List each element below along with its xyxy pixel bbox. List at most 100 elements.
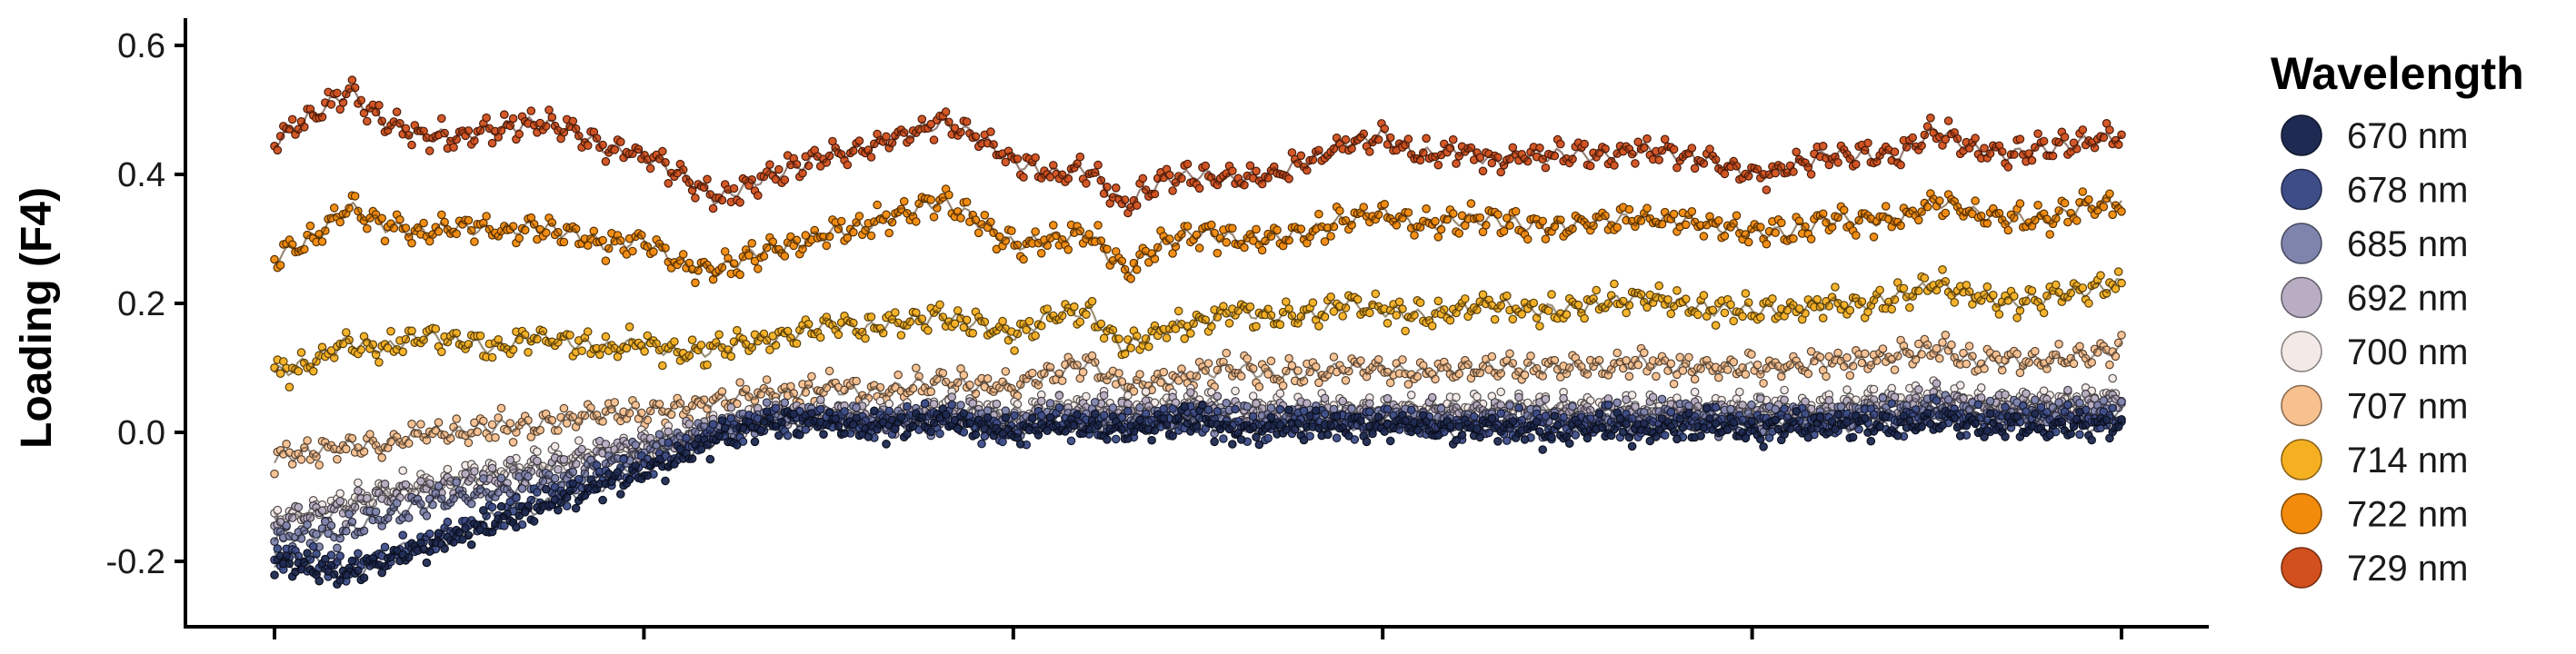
- data-point: [1063, 244, 1073, 254]
- data-point: [392, 107, 402, 116]
- data-point: [1818, 142, 1828, 151]
- data-point: [1612, 398, 1622, 408]
- data-point: [678, 250, 688, 259]
- data-point: [1243, 354, 1252, 363]
- data-point: [1401, 326, 1410, 336]
- data-point: [1514, 403, 1523, 412]
- data-point: [986, 127, 995, 136]
- data-point: [347, 75, 357, 84]
- data-point: [386, 326, 395, 336]
- data-point: [762, 375, 772, 384]
- data-point: [1031, 331, 1040, 341]
- data-point: [1559, 393, 1568, 403]
- data-point: [443, 517, 453, 527]
- data-point: [1818, 313, 1828, 322]
- data-point: [884, 406, 894, 416]
- data-point: [562, 419, 572, 428]
- data-point: [354, 478, 363, 488]
- data-point: [983, 373, 993, 383]
- data-point: [2039, 308, 2049, 318]
- data-point: [1905, 302, 1914, 312]
- data-point: [1642, 203, 1652, 213]
- data-point: [926, 119, 935, 129]
- data-point: [1433, 160, 1443, 170]
- data-point: [1633, 137, 1642, 147]
- data-point: [1768, 293, 1777, 303]
- data-point: [1186, 388, 1195, 397]
- data-point: [320, 554, 330, 564]
- data-point: [270, 570, 279, 580]
- data-point: [1213, 406, 1223, 416]
- data-point: [924, 325, 933, 335]
- data-point: [1257, 245, 1267, 255]
- data-point: [947, 392, 956, 401]
- data-point: [2117, 207, 2126, 216]
- data-point: [533, 488, 542, 497]
- data-point: [2072, 216, 2082, 225]
- data-point: [1950, 298, 1959, 307]
- data-point: [1610, 161, 1619, 170]
- data-point: [896, 331, 906, 340]
- data-point: [1684, 352, 1693, 362]
- data-point: [1806, 170, 1816, 179]
- data-point: [1735, 387, 1744, 397]
- data-point: [2099, 396, 2109, 405]
- data-point: [1433, 296, 1443, 306]
- data-point: [1869, 232, 1879, 242]
- data-point: [1228, 223, 1237, 233]
- data-point: [1980, 144, 1989, 153]
- data-point: [1359, 203, 1368, 212]
- data-point: [929, 400, 939, 409]
- data-point: [852, 376, 861, 386]
- data-point: [1624, 204, 1634, 214]
- data-point: [1099, 333, 1109, 343]
- data-point: [724, 253, 733, 263]
- data-point: [1985, 396, 1995, 406]
- data-point: [1296, 151, 1306, 161]
- series-722-nm: [270, 184, 2126, 288]
- data-point: [1955, 381, 1965, 390]
- data-point: [1031, 227, 1040, 236]
- data-point: [1526, 351, 1535, 361]
- data-point: [407, 419, 416, 429]
- data-point: [691, 193, 700, 203]
- data-point: [631, 440, 640, 450]
- data-point: [601, 157, 611, 166]
- data-point: [977, 439, 986, 449]
- data-point: [2063, 400, 2072, 410]
- data-point: [645, 164, 655, 173]
- data-point: [1338, 312, 1347, 321]
- data-point: [1308, 298, 1318, 307]
- data-point: [1505, 401, 1514, 411]
- data-point: [1943, 116, 1953, 125]
- data-point: [1383, 393, 1393, 403]
- data-point: [419, 218, 428, 228]
- data-point: [1138, 173, 1148, 183]
- data-point: [1159, 367, 1168, 377]
- data-point: [559, 237, 569, 247]
- data-point: [1183, 222, 1193, 231]
- data-point: [2031, 395, 2040, 405]
- data-point: [1314, 209, 1323, 219]
- data-point: [436, 210, 446, 220]
- data-point: [866, 312, 876, 322]
- data-point: [1392, 311, 1402, 320]
- data-point: [1252, 322, 1261, 332]
- data-point: [962, 197, 972, 207]
- data-point: [1833, 158, 1842, 167]
- data-point: [1487, 352, 1497, 362]
- data-point: [1852, 231, 1861, 240]
- data-point: [1505, 349, 1514, 359]
- data-point: [577, 444, 586, 454]
- data-point: [1243, 401, 1252, 411]
- data-point: [1678, 366, 1688, 375]
- data-point: [1631, 159, 1640, 168]
- data-point: [1385, 378, 1395, 388]
- data-point: [487, 502, 497, 512]
- data-point: [601, 332, 611, 342]
- data-point: [920, 399, 930, 409]
- data-point: [1380, 200, 1389, 209]
- data-point: [308, 541, 318, 551]
